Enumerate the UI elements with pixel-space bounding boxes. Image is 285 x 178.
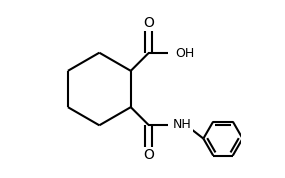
Text: O: O bbox=[143, 16, 154, 30]
Text: OH: OH bbox=[175, 47, 194, 60]
Text: NH: NH bbox=[173, 118, 192, 131]
Text: O: O bbox=[143, 148, 154, 162]
